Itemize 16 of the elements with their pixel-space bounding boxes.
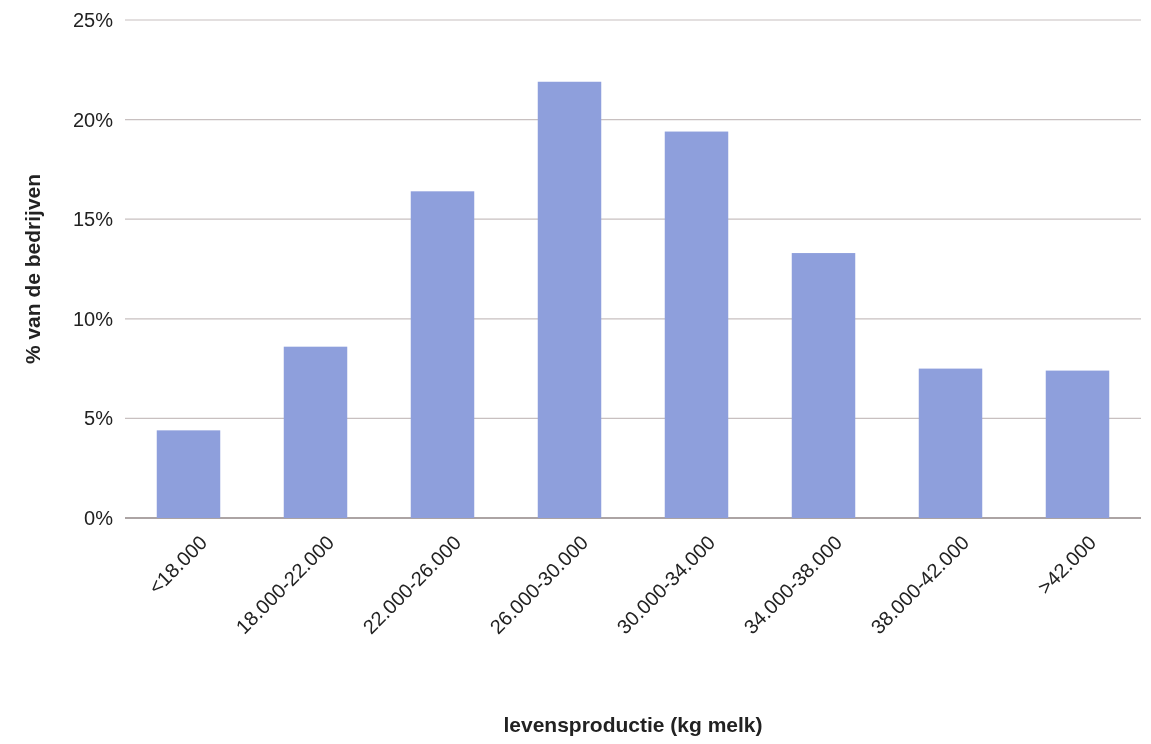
bar (918, 368, 983, 518)
bar (664, 131, 729, 518)
y-tick-label: 5% (84, 407, 114, 430)
x-axis-title: levensproductie (kg melk) (503, 713, 763, 736)
bar (537, 81, 602, 518)
bar (283, 346, 348, 518)
bar (791, 253, 856, 518)
y-axis-title: % van de bedrijven (21, 173, 44, 365)
y-tick-label: 20% (72, 108, 114, 131)
bar (156, 430, 221, 518)
y-tick-label: 25% (72, 9, 114, 31)
y-tick-label: 0% (84, 507, 114, 529)
y-tick-label: 15% (72, 208, 114, 231)
bar (410, 191, 475, 518)
bar (1045, 370, 1110, 518)
y-tick-label: 10% (72, 307, 114, 330)
